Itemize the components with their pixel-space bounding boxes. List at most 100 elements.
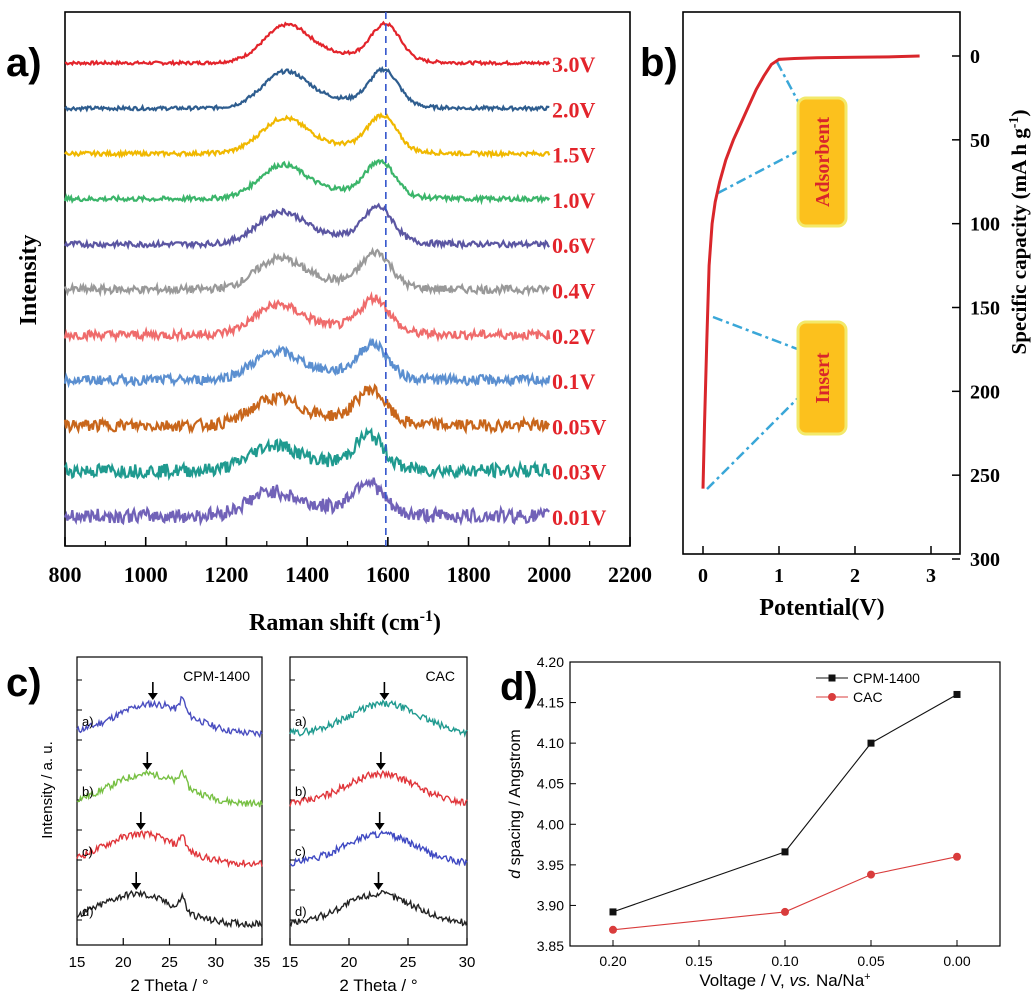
b-y-tick-label: 100	[970, 214, 1000, 236]
panel-b-label: b)	[640, 41, 678, 85]
d-series-line	[612, 856, 958, 931]
a-x-tick-label: 1200	[204, 562, 248, 587]
a-series-label: 0.01V	[552, 505, 607, 530]
c-series-line	[76, 769, 263, 808]
a-series-label: 2.0V	[552, 97, 596, 122]
panel-b-annotations: Adsorbent Insert	[706, 61, 848, 490]
a-series-line	[63, 246, 551, 298]
c-x-tick-label: 35	[254, 954, 271, 971]
panel-d-y-axis-label: d spacing / Angstrom	[507, 729, 524, 878]
c-x-tick-label: 25	[400, 954, 417, 971]
b-y-tick-label: 250	[970, 465, 1000, 487]
d-series-point	[867, 870, 875, 879]
a-series-line	[63, 291, 551, 344]
panel-a-x-ticks: 800 1000 1200 1400 1600 1800 2000 2200	[49, 537, 652, 587]
d-x-tick-label: 0.15	[685, 953, 712, 969]
c-curve-label: a)	[295, 714, 307, 729]
a-series-line	[64, 20, 551, 67]
c-curve-label: d)	[82, 904, 94, 919]
d-legend-marker	[828, 674, 836, 682]
c-peak-arrow-head	[147, 693, 158, 700]
a-x-tick-label: 1400	[285, 562, 329, 587]
b-annotation-leader	[706, 395, 801, 490]
b-x-tick-label: 0	[698, 565, 708, 587]
panel-a-y-axis-label: Intensity	[16, 235, 42, 326]
b-annotation-leader	[712, 315, 801, 352]
panel-a-series	[63, 20, 551, 527]
a-series-line	[63, 202, 551, 251]
d-legend-label: CAC	[853, 689, 883, 705]
c-curve-label: b)	[82, 784, 94, 799]
a-series-label: 1.5V	[552, 143, 596, 168]
a-series-line	[63, 337, 551, 389]
b-annotation-leader	[717, 148, 801, 195]
panel-d-series	[609, 690, 961, 934]
b-y-tick-label: 300	[970, 549, 1000, 571]
d-series-point	[953, 690, 961, 698]
a-x-tick-label: 1600	[366, 562, 410, 587]
panel-b-capacity-curve: b) 0 1 2 3 0 50 100 150 200 250 300 Adsorbent Inser…	[640, 11, 1031, 621]
d-x-tick-label: 0.20	[599, 953, 626, 969]
c-x-axis-label: 2 Theta / °	[339, 976, 417, 994]
c-peak-arrow-head	[135, 823, 146, 830]
c-curve-label: c)	[295, 844, 306, 859]
c-peak-arrow-head	[373, 883, 384, 890]
b-annotation-box	[796, 320, 848, 436]
c-peak-arrow-head	[374, 823, 385, 830]
b-y-tick-label: 0	[970, 46, 980, 68]
c-curve-label: d)	[295, 904, 307, 919]
a-series-line	[64, 112, 551, 159]
d-y-tick-label: 4.05	[537, 776, 564, 792]
panel-c-label: c)	[6, 661, 42, 705]
d-y-tick-label: 4.20	[537, 654, 564, 670]
c-series-line	[289, 698, 468, 738]
a-series-label: 3.0V	[552, 52, 596, 77]
c-x-tick-label: 15	[282, 954, 299, 971]
panel-d-ticks: 0.20 0.15 0.10 0.05 0.00 3.85 3.90 3.95 4.00 4.05…	[537, 654, 971, 969]
panel-c-y-axis-label: Intensity / a. u.	[39, 741, 56, 839]
panel-d-x-axis-label: Voltage / V, vs. Na/Na+	[699, 971, 870, 990]
d-y-tick-label: 4.10	[537, 735, 564, 751]
a-series-line	[63, 383, 551, 435]
d-x-tick-label: 0.00	[943, 953, 970, 969]
a-series-line	[64, 426, 551, 482]
b-annotation-text: Insert	[812, 352, 834, 403]
d-series-line	[612, 694, 958, 913]
b-annotation-leader	[775, 61, 802, 106]
d-series-point	[867, 739, 875, 747]
c-peak-arrow-head	[379, 693, 390, 700]
a-series-label: 0.2V	[552, 324, 596, 349]
c-series-line	[76, 829, 263, 869]
panel-d-legend: CPM-1400 CAC	[816, 670, 920, 705]
a-series-label: 0.03V	[552, 460, 607, 485]
d-series-point	[781, 907, 789, 916]
panel-b-y-axis-label: Specific capacity (mA h g-1)	[1007, 110, 1031, 355]
b-y-tick-label: 150	[970, 298, 1000, 320]
c-frame	[76, 656, 263, 946]
panel-a-x-axis-label: Raman shift (cm-1)	[249, 608, 441, 636]
a-x-tick-label: 2200	[608, 562, 652, 587]
d-legend-marker	[828, 693, 836, 701]
d-x-tick-label: 0.10	[771, 953, 798, 969]
b-y-tick-label: 200	[970, 381, 1000, 403]
d-y-tick-label: 4.00	[537, 816, 564, 832]
d-series-point	[609, 925, 617, 934]
panel-d-d-spacing: d) 0.20 0.15 0.10 0.05 0.00 3.85 3.90 3.95 4.00 4…	[500, 654, 1001, 990]
d-x-tick-label: 0.05	[857, 953, 884, 969]
a-x-tick-label: 1000	[124, 562, 168, 587]
b-annotation-text: Adsorbent	[812, 117, 834, 207]
c-x-tick-label: 30	[207, 954, 224, 971]
d-y-tick-label: 3.90	[537, 897, 564, 913]
c-frame	[289, 656, 468, 946]
d-y-tick-label: 3.85	[537, 938, 564, 954]
panel-b-series-line	[701, 54, 920, 489]
panel-a-raman-spectra: a) 800 1000 1200 1400 1600 1800 2000 2200 3.0V 2…	[6, 11, 652, 636]
c-peak-arrow-head	[375, 763, 386, 770]
c-chart-title: CPM-1400	[183, 668, 250, 684]
panel-c-xrd-patterns: c) Intensity / a. u. 15 20 25 30 35 CPM-1400 2…	[6, 656, 475, 994]
a-series-line	[64, 65, 550, 113]
d-y-tick-label: 4.15	[537, 695, 564, 711]
d-series-point	[953, 852, 961, 861]
a-x-tick-label: 800	[49, 562, 82, 587]
